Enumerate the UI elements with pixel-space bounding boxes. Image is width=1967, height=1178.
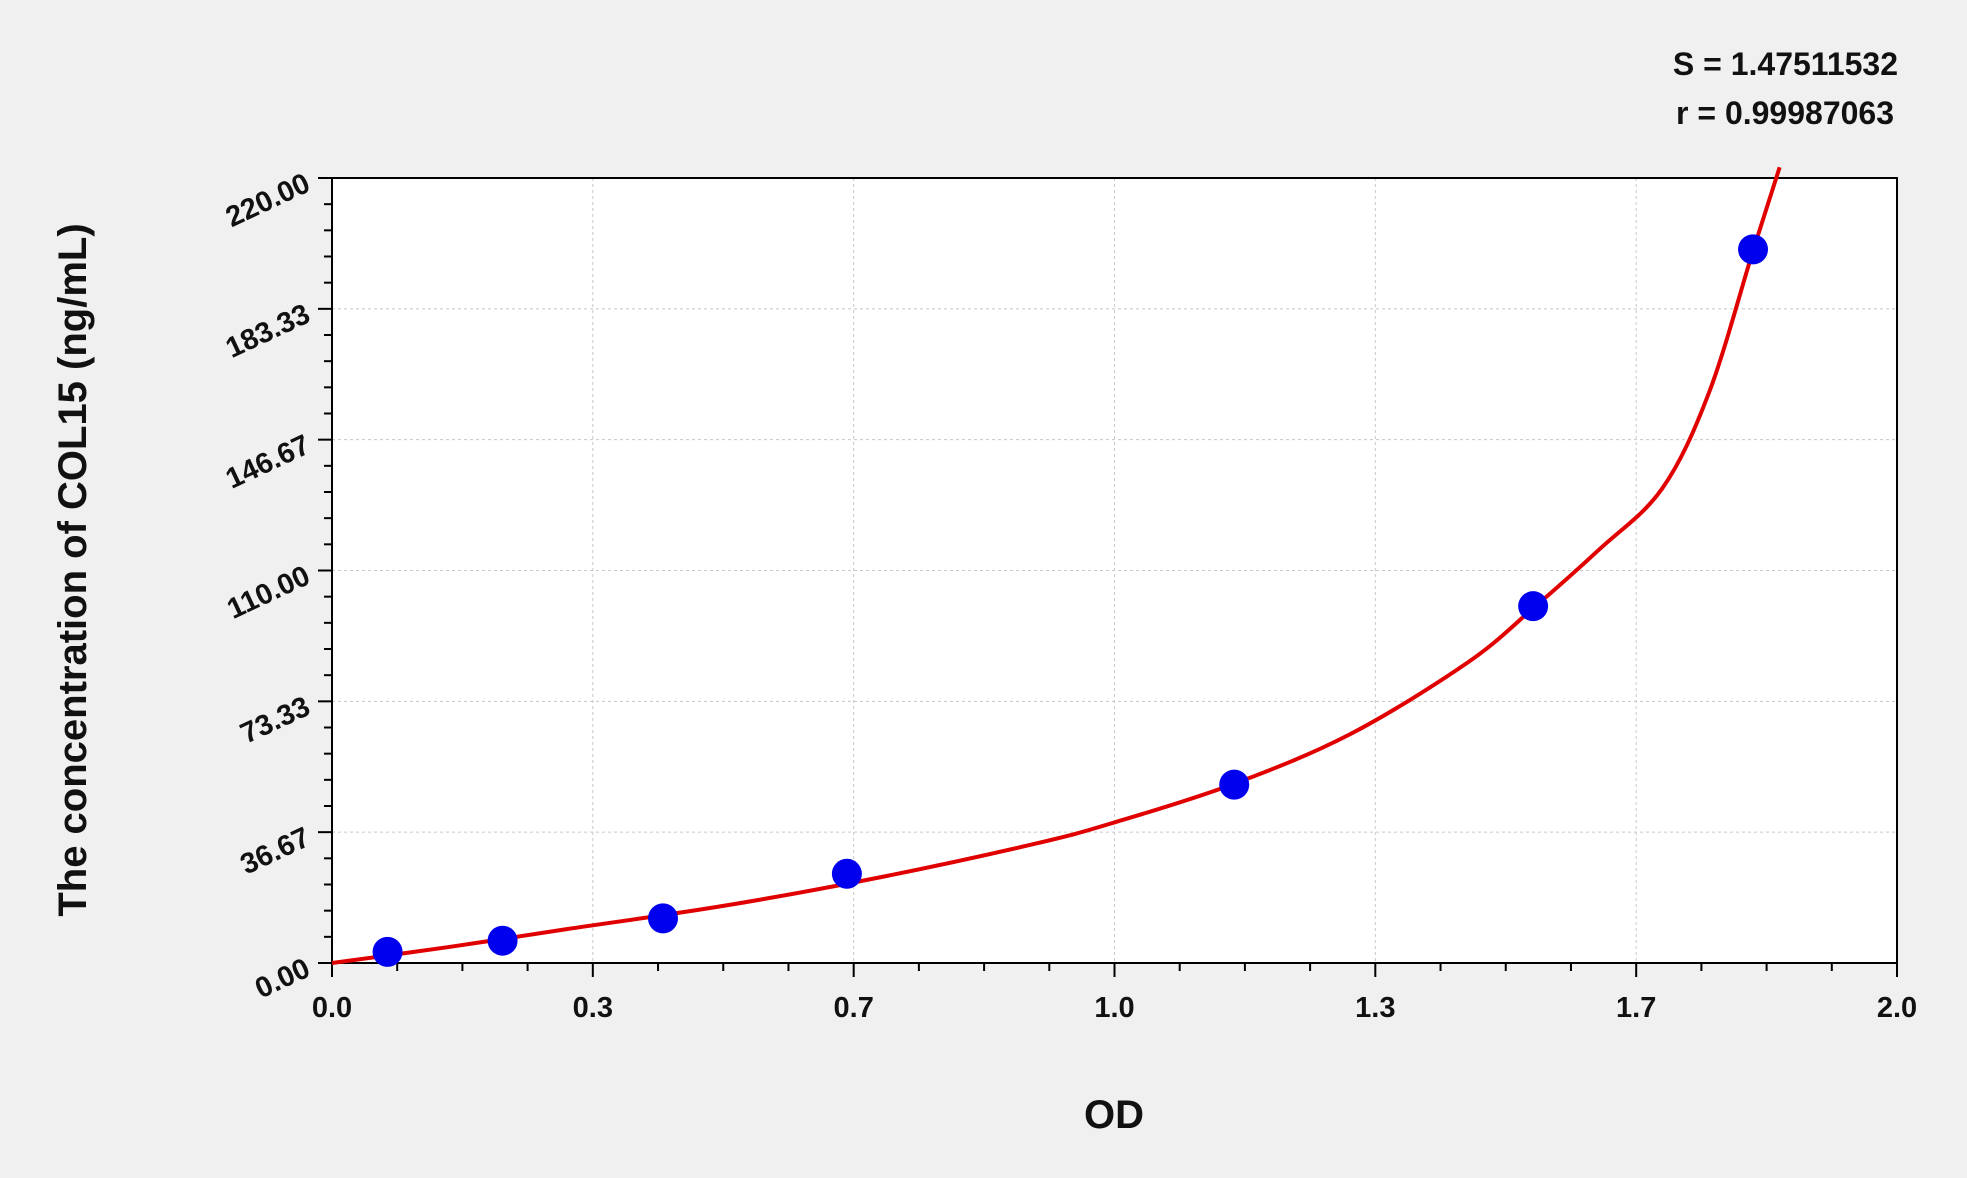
y-tick-label: 220.00 [221,167,315,233]
minor-ticks [324,203,1833,971]
x-axis-ticks: 0.0 0.3 0.7 1.0 1.3 1.7 2.0 [312,963,1917,1024]
y-axis-ticks: 0.00 36.67 73.33 110.00 146.67 183.33 220.00 [221,167,332,1005]
y-tick-label: 36.67 [236,821,315,881]
data-point [647,903,678,934]
x-tick-label: 0.7 [834,992,874,1024]
data-point [1219,769,1250,800]
grid-lines [332,178,1897,963]
fitted-curve [331,166,1782,965]
y-tick-label: 110.00 [222,560,314,626]
data-point [1518,591,1549,622]
x-tick-label: 1.0 [1094,992,1134,1024]
y-axis-label: The concentration of COL15 (ng/mL) [51,223,95,916]
y-tick-label: 73.33 [236,691,315,751]
data-point [831,858,862,889]
x-tick-label: 1.3 [1355,992,1395,1024]
annotation-s: S = 1.47511532 [1673,46,1898,82]
y-tick-label: 146.67 [221,429,315,495]
annotation-r: r = 0.99987063 [1676,95,1894,131]
x-tick-label: 0.0 [312,992,352,1024]
y-tick-label: 183.33 [221,298,315,364]
x-axis-label: OD [1084,1093,1144,1137]
x-tick-label: 2.0 [1877,992,1917,1024]
data-point [1738,234,1769,265]
data-point [372,936,403,967]
x-tick-label: 1.7 [1616,992,1656,1024]
x-tick-label: 0.3 [573,992,613,1024]
data-points [372,234,1769,967]
data-point [487,925,518,956]
y-tick-label: 0.00 [250,952,315,1005]
